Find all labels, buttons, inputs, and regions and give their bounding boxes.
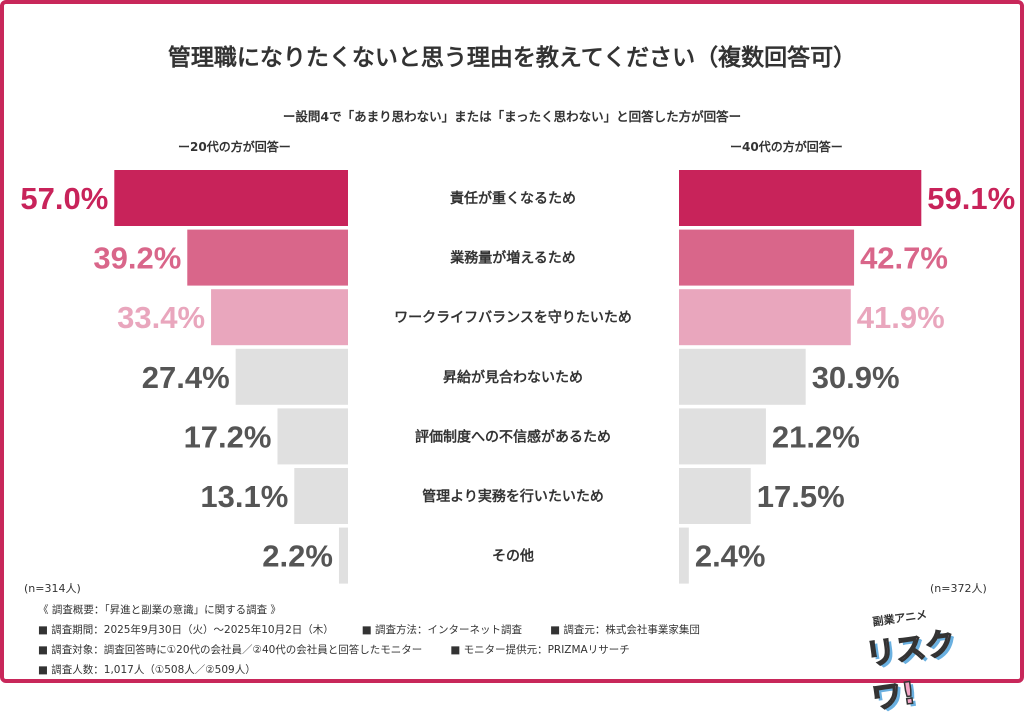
butterfly-chart: 57.0% 59.1% 責任が重くなるため 39.2% 42.7% 業務量が増えるため 33… (20, 170, 1015, 584)
data-label-20s: 39.2% (93, 241, 181, 276)
data-label-40s: 41.9% (857, 300, 945, 335)
bar-20s (235, 348, 348, 405)
notes-count: ■ 調査人数：1,017人（①508人／②509人） (38, 664, 256, 676)
notes-provider: ■ モニター提供元：PRIZMAリサーチ (450, 644, 630, 656)
n-40s: (n=372人) (930, 582, 987, 595)
n-20s: (n=314人) (24, 582, 81, 595)
data-label-40s: 17.5% (757, 479, 845, 514)
notes-method: ■ 調査方法：インターネット調査 (361, 624, 523, 636)
notes-period: ■ 調査期間：2025年9月30日（火）～2025年10月2日（木） (38, 624, 334, 636)
category-label: その他 (492, 548, 534, 565)
notes-source: ■ 調査元：株式会社事業家集団 (550, 624, 700, 636)
data-label-20s: 13.1% (200, 479, 288, 514)
bar-20s (211, 289, 348, 346)
bar-40s (679, 408, 766, 465)
legend-40s: ー40代の方が回答ー (730, 140, 843, 154)
data-label-20s: 27.4% (142, 360, 230, 395)
bar-20s (114, 170, 348, 226)
frame (0, 0, 1024, 683)
bar-40s (679, 289, 851, 346)
chart-subtitle: ー設問4で「あまり思わない」または「まったく思わない」と回答した方が回答ー (282, 109, 742, 124)
data-label-40s: 2.4% (695, 539, 766, 574)
bar-20s (338, 527, 348, 584)
bar-40s (679, 468, 751, 524)
category-label: 責任が重くなるため (450, 190, 576, 207)
category-label: 管理より実務を行いたいため (422, 488, 604, 505)
category-label: ワークライフバランスを守りたいため (394, 309, 632, 326)
data-label-40s: 42.7% (860, 241, 948, 276)
notes-heading: 《 調査概要：「昇進と副業の意識」に関する調査 》 (38, 604, 281, 616)
data-label-20s: 2.2% (262, 539, 333, 574)
data-label-20s: 17.2% (184, 419, 272, 454)
data-label-20s: 57.0% (20, 181, 108, 216)
notes-target: ■ 調査対象：調査回答時に①20代の会社員／②40代の会社員と回答したモニター (38, 644, 423, 656)
survey-notes: 《 調査概要：「昇進と副業の意識」に関する調査 》 ■ 調査期間：2025年9月… (38, 600, 728, 680)
category-label: 評価制度への不信感があるため (415, 428, 611, 445)
bar-20s (294, 468, 348, 524)
bar-40s (679, 348, 806, 405)
data-label-40s: 59.1% (927, 181, 1015, 216)
bar-40s (679, 527, 689, 584)
data-label-20s: 33.4% (117, 300, 205, 335)
bar-20s (187, 229, 348, 286)
logo: 副業アニメ リスクワ! (863, 608, 958, 717)
bar-40s (679, 229, 855, 286)
data-label-40s: 30.9% (812, 360, 900, 395)
category-label: 業務量が増えるため (449, 250, 576, 267)
data-label-40s: 21.2% (772, 419, 860, 454)
bar-20s (277, 408, 348, 465)
bar-40s (679, 170, 922, 226)
legend-20s: ー20代の方が回答ー (178, 140, 291, 154)
chart-title: 管理職になりたくないと思う理由を教えてください（複数回答可） (167, 45, 857, 71)
category-label: 昇給が見合わないため (443, 369, 583, 386)
